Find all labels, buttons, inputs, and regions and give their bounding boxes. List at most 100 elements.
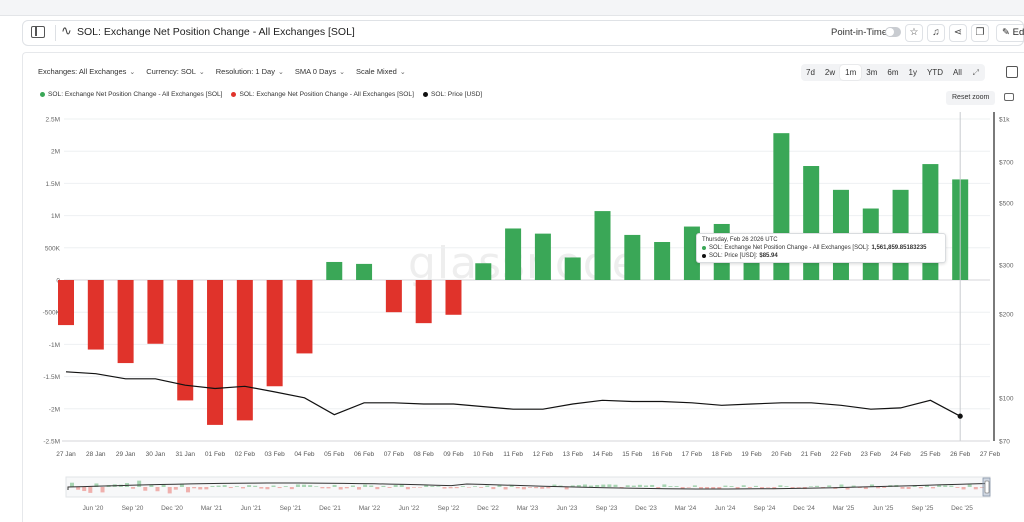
right-axis-ticks: $1k $700 $500 $300 $200 $100 $70 bbox=[999, 117, 1014, 446]
navigator-bar bbox=[528, 487, 532, 488]
navigator-bar bbox=[827, 485, 832, 487]
x-tick-label: 18 Feb bbox=[712, 451, 733, 458]
legend-item-positive[interactable]: SOL: Exchange Net Position Change - All … bbox=[40, 91, 222, 98]
navigator-bar bbox=[570, 485, 575, 487]
camera-icon[interactable] bbox=[1004, 93, 1014, 101]
navigator-bar bbox=[839, 484, 844, 487]
x-tick-label: 02 Feb bbox=[235, 451, 256, 458]
range-6m[interactable]: 6m bbox=[887, 68, 899, 77]
bar bbox=[654, 242, 671, 280]
share-icon[interactable]: ⋖ bbox=[949, 24, 967, 42]
tooltip-row2-value: $85.94 bbox=[759, 253, 778, 259]
navigator-label: Jun '25 bbox=[873, 505, 894, 512]
navigator-bar bbox=[240, 487, 245, 489]
point-in-time-label: Point-in-Time bbox=[831, 27, 888, 38]
navigator-bar bbox=[656, 487, 661, 489]
navigator-bar bbox=[924, 485, 929, 487]
range-2w[interactable]: 2w bbox=[824, 68, 836, 77]
navigator-handle bbox=[984, 480, 990, 494]
y-right-tick-label: $100 bbox=[999, 395, 1014, 402]
navigator-bar bbox=[784, 486, 789, 487]
navigator-bar bbox=[778, 485, 783, 487]
metric-wave-icon: ∿ bbox=[61, 23, 72, 38]
custom-range-icon[interactable]: ⤢ bbox=[972, 68, 980, 77]
navigator-bar bbox=[70, 482, 74, 487]
navigator-bar bbox=[405, 487, 410, 490]
browser-top-strip bbox=[0, 0, 1024, 16]
range-all[interactable]: All bbox=[952, 68, 962, 77]
navigator-bar bbox=[302, 484, 307, 487]
y-left-tick-label: -2M bbox=[49, 406, 60, 413]
filter-sma[interactable]: SMA 0 Days ⌄ bbox=[295, 67, 345, 76]
navigator-bar bbox=[943, 485, 948, 487]
y-left-tick-label: 2.5M bbox=[46, 117, 60, 124]
navigator-bar bbox=[473, 486, 478, 487]
legend-item-negative[interactable]: SOL: Exchange Net Position Change - All … bbox=[231, 91, 414, 98]
navigator-bar bbox=[393, 485, 398, 487]
chevron-down-icon: ⌄ bbox=[198, 69, 205, 76]
copy-icon[interactable]: ❐ bbox=[971, 24, 989, 42]
chart-panel bbox=[22, 52, 1024, 522]
navigator-bar bbox=[747, 487, 752, 488]
x-tick-label: 30 Jan bbox=[146, 451, 166, 458]
navigator-bar bbox=[259, 487, 264, 489]
navigator-bar bbox=[161, 484, 166, 487]
navigator-bar bbox=[491, 487, 496, 490]
bar bbox=[594, 211, 611, 280]
navigator-bar bbox=[589, 485, 594, 487]
bar bbox=[147, 280, 164, 344]
filter-exchanges[interactable]: Exchanges: All Exchanges ⌄ bbox=[38, 67, 135, 76]
navigator-label: Jun '23 bbox=[557, 505, 578, 512]
filter-resolution-label: Resolution: 1 Day bbox=[215, 67, 275, 76]
navigator-bar bbox=[845, 487, 850, 490]
navigator-bar bbox=[82, 487, 87, 492]
navigator-bar bbox=[198, 487, 203, 490]
y-left-tick-label: -2.5M bbox=[43, 439, 60, 446]
star-icon[interactable]: ☆ bbox=[905, 24, 923, 42]
navigator-bar bbox=[399, 484, 404, 487]
filter-scale-label: Scale Mixed bbox=[355, 67, 397, 76]
filter-scale[interactable]: Scale Mixed ⌄ bbox=[356, 67, 406, 76]
filter-currency[interactable]: Currency: SOL ⌄ bbox=[146, 67, 204, 76]
range-3m[interactable]: 3m bbox=[866, 68, 878, 77]
navigator-bar bbox=[576, 485, 581, 487]
navigator-bar bbox=[882, 487, 887, 488]
range-ytd[interactable]: YTD bbox=[926, 68, 943, 77]
legend-item-price[interactable]: SOL: Price [USD] bbox=[422, 91, 482, 98]
navigator-bar bbox=[485, 485, 490, 487]
navigator-bar bbox=[961, 487, 966, 490]
navigator-bar bbox=[167, 487, 172, 494]
reset-zoom-button[interactable]: Reset zoom bbox=[946, 91, 996, 105]
point-in-time-toggle[interactable] bbox=[885, 27, 901, 37]
x-tick-label: 20 Feb bbox=[771, 451, 792, 458]
bar bbox=[415, 280, 432, 324]
legend-dot-black bbox=[422, 92, 428, 97]
range-1y[interactable]: 1y bbox=[908, 68, 917, 77]
y-left-tick-label: 1M bbox=[51, 213, 60, 220]
range-1m[interactable]: 1m bbox=[840, 65, 862, 80]
y-right-tick-label: $500 bbox=[999, 200, 1014, 207]
grid-lines bbox=[64, 112, 995, 442]
sidebar-toggle-icon[interactable] bbox=[31, 26, 45, 38]
navigator-bar bbox=[338, 487, 343, 490]
filter-resolution[interactable]: Resolution: 1 Day ⌄ bbox=[216, 67, 284, 76]
bar bbox=[475, 263, 492, 280]
bar bbox=[236, 280, 253, 421]
navigator-bar bbox=[192, 487, 197, 489]
x-tick-label: 21 Feb bbox=[801, 451, 822, 458]
chart-legend: SOL: Exchange Net Position Change - All … bbox=[40, 91, 491, 98]
bell-icon[interactable]: ♫ bbox=[927, 24, 945, 42]
calendar-icon[interactable] bbox=[1006, 66, 1018, 78]
x-tick-label: 04 Feb bbox=[294, 451, 315, 458]
bar bbox=[683, 226, 700, 280]
navigator-bar bbox=[869, 484, 874, 487]
edit-button[interactable]: ✎ Edi bbox=[996, 24, 1024, 42]
bar bbox=[296, 280, 313, 354]
x-tick-label: 07 Feb bbox=[384, 451, 405, 458]
navigator-bar bbox=[680, 487, 685, 489]
navigator-bar bbox=[143, 487, 148, 491]
navigator-bar bbox=[564, 487, 569, 490]
navigator-bar bbox=[228, 487, 233, 489]
range-7d[interactable]: 7d bbox=[806, 68, 815, 77]
